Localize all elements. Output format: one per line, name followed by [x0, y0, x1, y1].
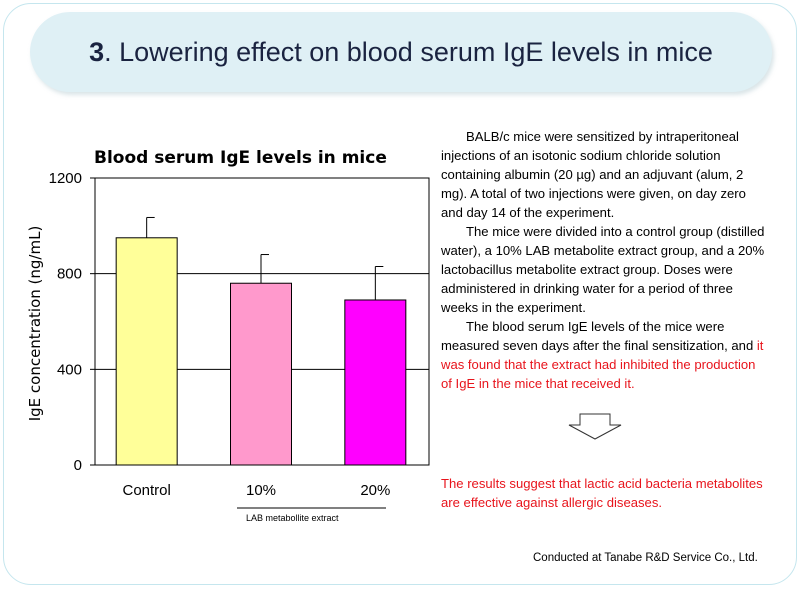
- group-label: LAB metabollite extract: [246, 513, 339, 523]
- category-label: 20%: [360, 482, 390, 499]
- description-paragraph-1: BALB/c mice were sensitized by intraperi…: [441, 129, 746, 220]
- y-tick-label: 1200: [49, 170, 82, 187]
- slide-title: 3. Lowering effect on blood serum IgE le…: [30, 12, 772, 92]
- bar-20pct: [344, 299, 407, 466]
- chart-title: Blood serum IgE levels in mice: [94, 148, 387, 168]
- footer-credit: Conducted at Tanabe R&D Service Co., Ltd…: [533, 552, 758, 564]
- bar-control: [115, 237, 178, 466]
- y-tick-label: 800: [57, 266, 82, 283]
- bar-10pct: [230, 282, 292, 466]
- description-paragraph-2: The mice were divided into a control gro…: [441, 224, 765, 315]
- slide-title-text: . Lowering effect on blood serum IgE lev…: [104, 36, 713, 67]
- description-text: BALB/c mice were sensitized by intraperi…: [441, 127, 767, 393]
- y-axis-label: IgE concentration (ng/mL): [26, 226, 44, 422]
- category-label: 10%: [246, 482, 276, 499]
- slide-number: 3: [89, 36, 105, 67]
- category-label: Control: [122, 482, 170, 499]
- title-banner: [30, 12, 772, 92]
- description-paragraph-3: The blood serum IgE levels of the mice w…: [441, 317, 767, 393]
- conclusion-text: The results suggest that lactic acid bac…: [441, 476, 763, 510]
- y-tick-label: 400: [57, 361, 82, 378]
- description-highlight: it was found that the extract had inhibi…: [441, 338, 764, 391]
- description-paragraph-3-text: The blood serum IgE levels of the mice w…: [441, 319, 757, 353]
- down-arrow-icon: [568, 413, 622, 440]
- y-tick-label: 0: [74, 457, 82, 474]
